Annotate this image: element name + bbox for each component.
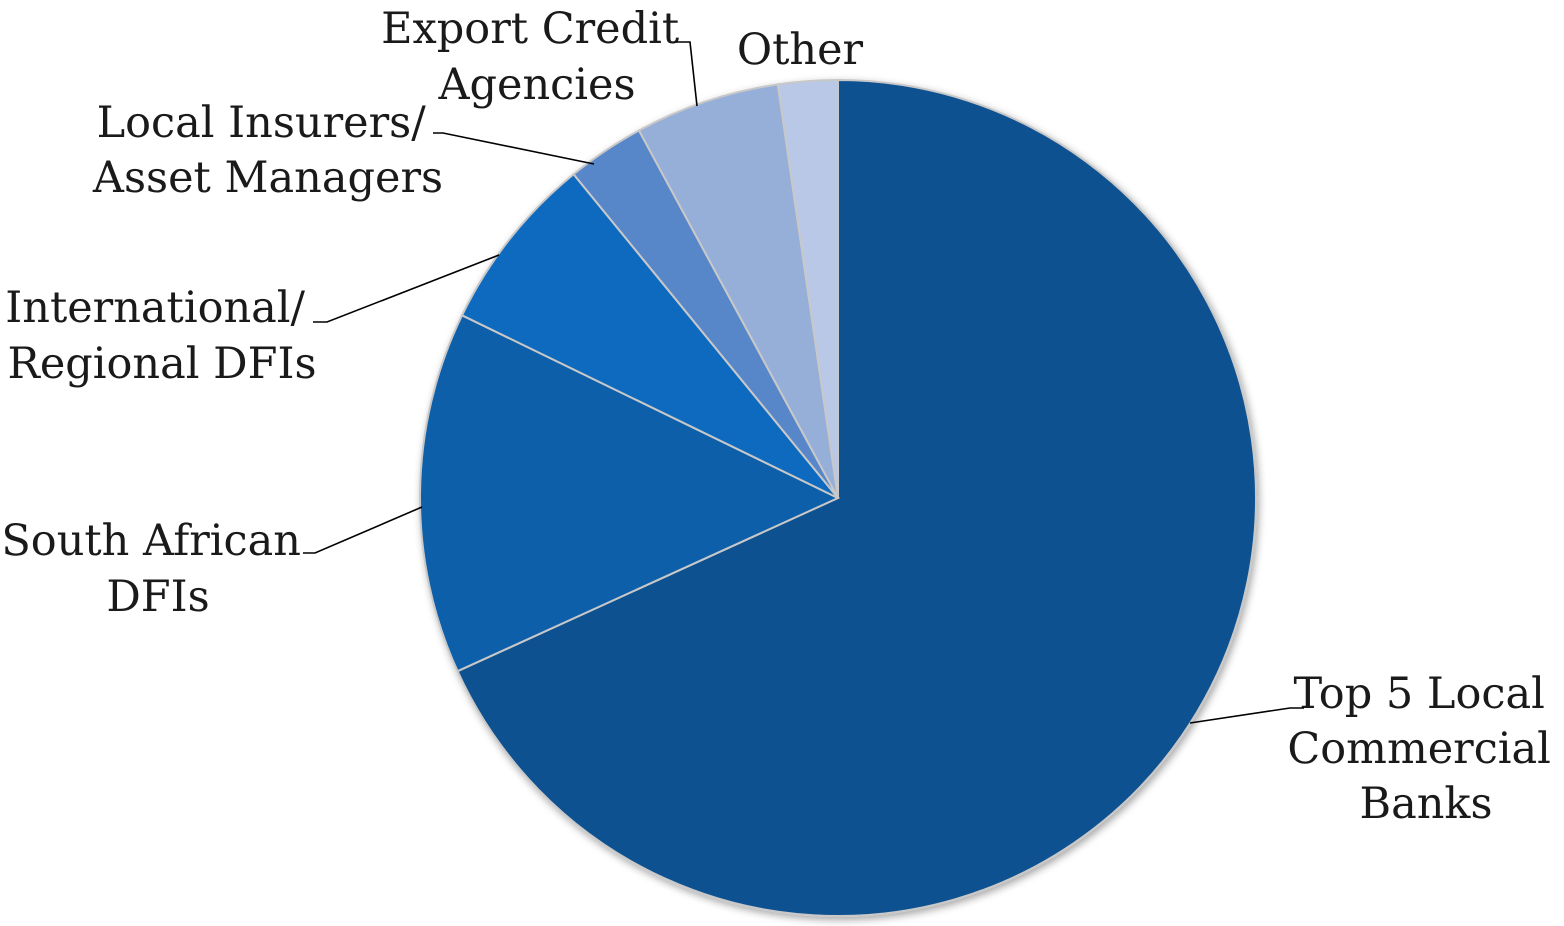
- label-south-african-dfis: South African DFIs: [1, 516, 314, 622]
- label-other: Other: [737, 25, 864, 75]
- label-local-insurers: Local Insurers/ Asset Managers: [92, 98, 443, 203]
- leader-export-credit: [676, 41, 698, 107]
- leader-top5-banks: [1189, 707, 1304, 724]
- label-export-credit: Export Credit Agencies: [381, 4, 693, 110]
- pie-slice-top-5-local-commercial-banks: [456, 78, 1257, 917]
- pie-slice-international-regional-dfis: [460, 172, 839, 499]
- pie-slice-export-credit-agencies: [637, 83, 839, 499]
- leader-south-african-dfis: [303, 506, 423, 554]
- leader-local-insurers: [433, 132, 595, 165]
- label-international-dfis: International/ Regional DFIs: [5, 283, 318, 389]
- label-top5-banks: Top 5 Local Commercial Banks: [1287, 669, 1564, 829]
- slice-labels: Top 5 Local Commercial Banks South Afric…: [1, 4, 1564, 829]
- leader-lines: [303, 41, 1304, 724]
- pie-slice-south-african-dfis: [419, 313, 841, 673]
- leader-international-dfis: [313, 254, 500, 323]
- pie-slices: [419, 78, 1257, 917]
- pie-slice-other: [776, 78, 839, 499]
